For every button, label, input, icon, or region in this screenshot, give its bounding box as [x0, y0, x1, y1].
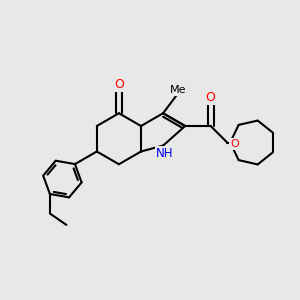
Text: O: O — [230, 139, 239, 149]
Text: O: O — [114, 78, 124, 91]
Text: NH: NH — [156, 147, 173, 161]
Text: O: O — [206, 91, 216, 104]
Text: Me: Me — [170, 85, 186, 95]
